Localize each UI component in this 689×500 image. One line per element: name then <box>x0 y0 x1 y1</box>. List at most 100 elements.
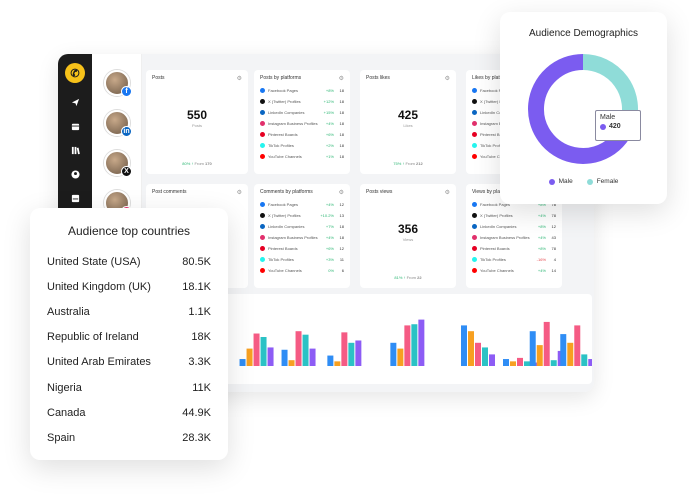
chart-bar[interactable] <box>489 354 495 366</box>
chart-bar[interactable] <box>309 348 316 366</box>
chart-bar[interactable] <box>253 333 260 366</box>
likes-from: 75% ↑ From 212 <box>393 161 423 166</box>
platform-row: TikTok Profiles +3% 11 <box>260 254 344 265</box>
library-icon[interactable] <box>67 142 83 158</box>
chart-bar[interactable] <box>581 354 588 366</box>
platform-change: +4% <box>325 202 334 207</box>
chart-bar[interactable] <box>355 340 362 366</box>
chart-bar[interactable] <box>418 319 425 366</box>
user-icon[interactable] <box>67 166 83 182</box>
country-name: Nigeria <box>47 382 82 394</box>
account-avatar-x[interactable]: X <box>104 150 132 177</box>
platform-change: +15% <box>323 110 334 115</box>
chart-bar[interactable] <box>503 359 509 366</box>
chart-bar[interactable] <box>482 347 488 366</box>
countries-title: Audience top countries <box>67 224 191 238</box>
chart-bar[interactable] <box>529 331 536 366</box>
platform-icon <box>260 268 265 273</box>
posts-from: 80% ↑ From 170 <box>182 161 212 166</box>
chart-bar[interactable] <box>524 361 530 366</box>
calendar-icon[interactable] <box>67 118 83 134</box>
platform-icon <box>260 154 265 159</box>
chart-bar[interactable] <box>550 360 557 366</box>
donut-slice-male[interactable] <box>528 54 636 164</box>
inbox-icon[interactable] <box>67 190 83 206</box>
platform-value: 18 <box>339 110 344 115</box>
chart-bar[interactable] <box>536 345 543 366</box>
chart-bar[interactable] <box>543 321 550 366</box>
platform-change: -16% <box>536 257 546 262</box>
chart-bar[interactable] <box>288 360 295 366</box>
platform-value: 18 <box>339 99 344 104</box>
settings-icon[interactable]: ⚙ <box>236 76 242 82</box>
platform-name: Instagram Business Profiles <box>480 235 530 240</box>
platform-name: X (Twitter) Profiles <box>268 213 301 218</box>
chart-bar[interactable] <box>295 331 302 366</box>
chart-bar[interactable] <box>327 355 334 366</box>
views-sub: Views <box>402 237 414 242</box>
settings-icon[interactable]: ⚙ <box>236 190 242 196</box>
logo-icon[interactable]: ✆ <box>65 63 85 83</box>
platform-value: 13 <box>339 213 344 218</box>
platform-row: YouTube Channels 0% 6 <box>260 265 344 276</box>
chart-bar[interactable] <box>475 342 481 366</box>
platform-value: 18 <box>339 235 344 240</box>
country-value: 18.1K <box>182 281 211 293</box>
platform-icon <box>472 224 477 229</box>
chart-bar[interactable] <box>567 342 574 366</box>
settings-icon[interactable]: ⚙ <box>444 190 450 196</box>
chart-bar[interactable] <box>348 342 355 366</box>
platform-change: +8% <box>537 202 546 207</box>
send-icon[interactable] <box>67 94 83 110</box>
chart-bar[interactable] <box>390 342 397 366</box>
account-avatar-facebook[interactable]: f <box>104 70 132 97</box>
country-row: United State (USA) 80.5K <box>47 256 211 268</box>
platform-row: X (Twitter) Profiles <box>472 96 556 107</box>
platform-row: Pinterest Boards <box>472 129 556 140</box>
chart-bar[interactable] <box>411 324 418 366</box>
platform-name: TikTok Profiles <box>268 143 294 148</box>
chart-bar[interactable] <box>461 325 467 366</box>
chart-bar[interactable] <box>574 325 581 366</box>
chart-bar[interactable] <box>260 337 267 366</box>
platform-row: Instagram Business Profiles +4% 18 <box>260 118 344 129</box>
platform-row: X (Twitter) Profiles +12% 18 <box>260 96 344 107</box>
chart-bar[interactable] <box>267 347 274 366</box>
platform-value: 12 <box>339 202 344 207</box>
legend-item-female[interactable]: Female <box>586 178 618 185</box>
country-row: Nigeria 11K <box>47 382 211 394</box>
platform-change: +6% <box>325 132 334 137</box>
country-row: United Arab Emirates 3.3K <box>47 356 211 368</box>
chart-bar[interactable] <box>397 348 404 366</box>
settings-icon[interactable]: ⚙ <box>338 76 344 82</box>
facebook-icon: f <box>121 86 132 97</box>
platform-icon <box>260 257 265 262</box>
chart-bar[interactable] <box>517 357 523 366</box>
chart-bar[interactable] <box>334 361 341 366</box>
chart-bar[interactable] <box>302 334 309 366</box>
chart-bar[interactable] <box>468 331 474 366</box>
chart-bar[interactable] <box>341 332 348 366</box>
settings-icon[interactable]: ⚙ <box>338 190 344 196</box>
platform-value: 78 <box>551 202 556 207</box>
chart-bar[interactable] <box>560 334 567 366</box>
chart-bar[interactable] <box>281 349 288 366</box>
platform-change: +12% <box>323 99 334 104</box>
chart-bar[interactable] <box>404 325 411 366</box>
platform-icon <box>260 110 265 115</box>
chart-bar[interactable] <box>510 361 516 366</box>
chart-bar[interactable] <box>246 348 253 366</box>
platform-row: LinkedIn Companies +8% 12 <box>472 221 556 232</box>
legend-item-male[interactable]: Male <box>548 178 573 185</box>
platform-value: 4 <box>553 257 556 262</box>
settings-icon[interactable]: ⚙ <box>444 76 450 82</box>
chart-legend: Male Female <box>500 178 667 185</box>
chart-bar[interactable] <box>588 359 592 366</box>
account-avatar-linkedin[interactable]: in <box>104 110 132 137</box>
platform-value: 11 <box>339 257 344 262</box>
chart-bar[interactable] <box>239 359 246 366</box>
platform-icon <box>472 268 477 273</box>
tooltip-value: 420 <box>609 123 621 130</box>
posts-sub: Posts <box>191 123 202 128</box>
platform-icon <box>260 121 265 126</box>
